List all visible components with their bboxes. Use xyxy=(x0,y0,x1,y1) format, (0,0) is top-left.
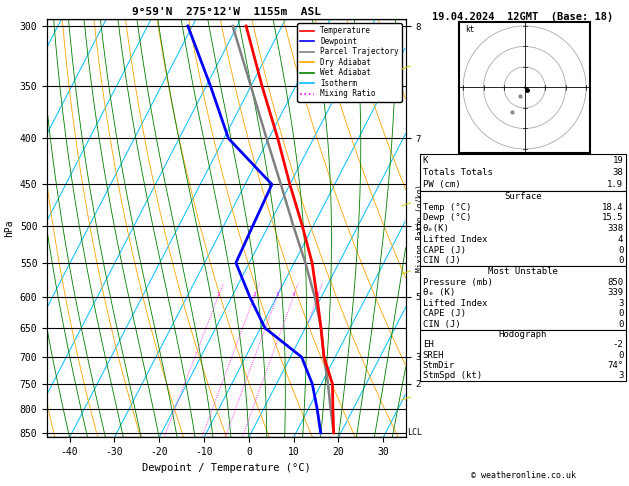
Legend: Temperature, Dewpoint, Parcel Trajectory, Dry Adiabat, Wet Adiabat, Isotherm, Mi: Temperature, Dewpoint, Parcel Trajectory… xyxy=(298,23,402,102)
X-axis label: Dewpoint / Temperature (°C): Dewpoint / Temperature (°C) xyxy=(142,463,311,473)
Text: K: K xyxy=(423,156,428,165)
Text: kt: kt xyxy=(465,25,474,34)
Text: CIN (J): CIN (J) xyxy=(423,320,460,329)
Text: 0: 0 xyxy=(618,257,623,265)
Text: 4: 4 xyxy=(618,235,623,244)
Y-axis label: hPa: hPa xyxy=(4,220,14,237)
Text: Temp (°C): Temp (°C) xyxy=(423,203,471,211)
Text: Most Unstable: Most Unstable xyxy=(488,267,558,276)
Text: Lifted Index: Lifted Index xyxy=(423,299,487,308)
Text: 0: 0 xyxy=(618,246,623,255)
Text: 3: 3 xyxy=(276,292,279,296)
Text: Totals Totals: Totals Totals xyxy=(423,168,493,177)
Text: 339: 339 xyxy=(607,288,623,297)
Text: SREH: SREH xyxy=(423,351,444,360)
Text: CAPE (J): CAPE (J) xyxy=(423,309,465,318)
Text: CIN (J): CIN (J) xyxy=(423,257,460,265)
Text: StmSpd (kt): StmSpd (kt) xyxy=(423,371,482,381)
Text: EH: EH xyxy=(423,341,433,349)
Text: 38: 38 xyxy=(613,168,623,177)
Text: 0: 0 xyxy=(618,320,623,329)
Text: LCL: LCL xyxy=(407,428,422,437)
Text: Dewp (°C): Dewp (°C) xyxy=(423,213,471,223)
Text: 18.4: 18.4 xyxy=(602,203,623,211)
Text: 6: 6 xyxy=(316,292,319,296)
Text: /: / xyxy=(399,393,411,404)
Text: θₑ (K): θₑ (K) xyxy=(423,288,455,297)
Text: 338: 338 xyxy=(607,224,623,233)
Text: Lifted Index: Lifted Index xyxy=(423,235,487,244)
Text: CAPE (J): CAPE (J) xyxy=(423,246,465,255)
Text: 15.5: 15.5 xyxy=(602,213,623,223)
Text: © weatheronline.co.uk: © weatheronline.co.uk xyxy=(470,471,576,480)
Text: 19.04.2024  12GMT  (Base: 18): 19.04.2024 12GMT (Base: 18) xyxy=(432,12,614,22)
Text: 0: 0 xyxy=(618,351,623,360)
Text: /: / xyxy=(399,198,411,210)
Text: /: / xyxy=(399,266,411,278)
Text: 850: 850 xyxy=(607,278,623,287)
Text: Mixing Ratio (g/kg): Mixing Ratio (g/kg) xyxy=(416,185,425,272)
Text: 19: 19 xyxy=(613,156,623,165)
Text: Pressure (mb): Pressure (mb) xyxy=(423,278,493,287)
Text: 1.9: 1.9 xyxy=(607,180,623,190)
Text: 3: 3 xyxy=(618,371,623,381)
Text: 2: 2 xyxy=(253,292,256,296)
Text: 1: 1 xyxy=(216,292,220,296)
Text: StmDir: StmDir xyxy=(423,361,455,370)
Text: PW (cm): PW (cm) xyxy=(423,180,460,190)
Title: 9°59'N  275°12'W  1155m  ASL: 9°59'N 275°12'W 1155m ASL xyxy=(132,7,321,17)
Text: Surface: Surface xyxy=(504,192,542,201)
Text: 74°: 74° xyxy=(607,361,623,370)
Text: /: / xyxy=(399,62,411,74)
Text: Hodograph: Hodograph xyxy=(499,330,547,339)
Text: -2: -2 xyxy=(613,341,623,349)
Y-axis label: km
ASL: km ASL xyxy=(438,228,454,248)
Text: 4: 4 xyxy=(292,292,295,296)
Text: 0: 0 xyxy=(618,309,623,318)
Text: 3: 3 xyxy=(618,299,623,308)
Text: θₑ(K): θₑ(K) xyxy=(423,224,450,233)
